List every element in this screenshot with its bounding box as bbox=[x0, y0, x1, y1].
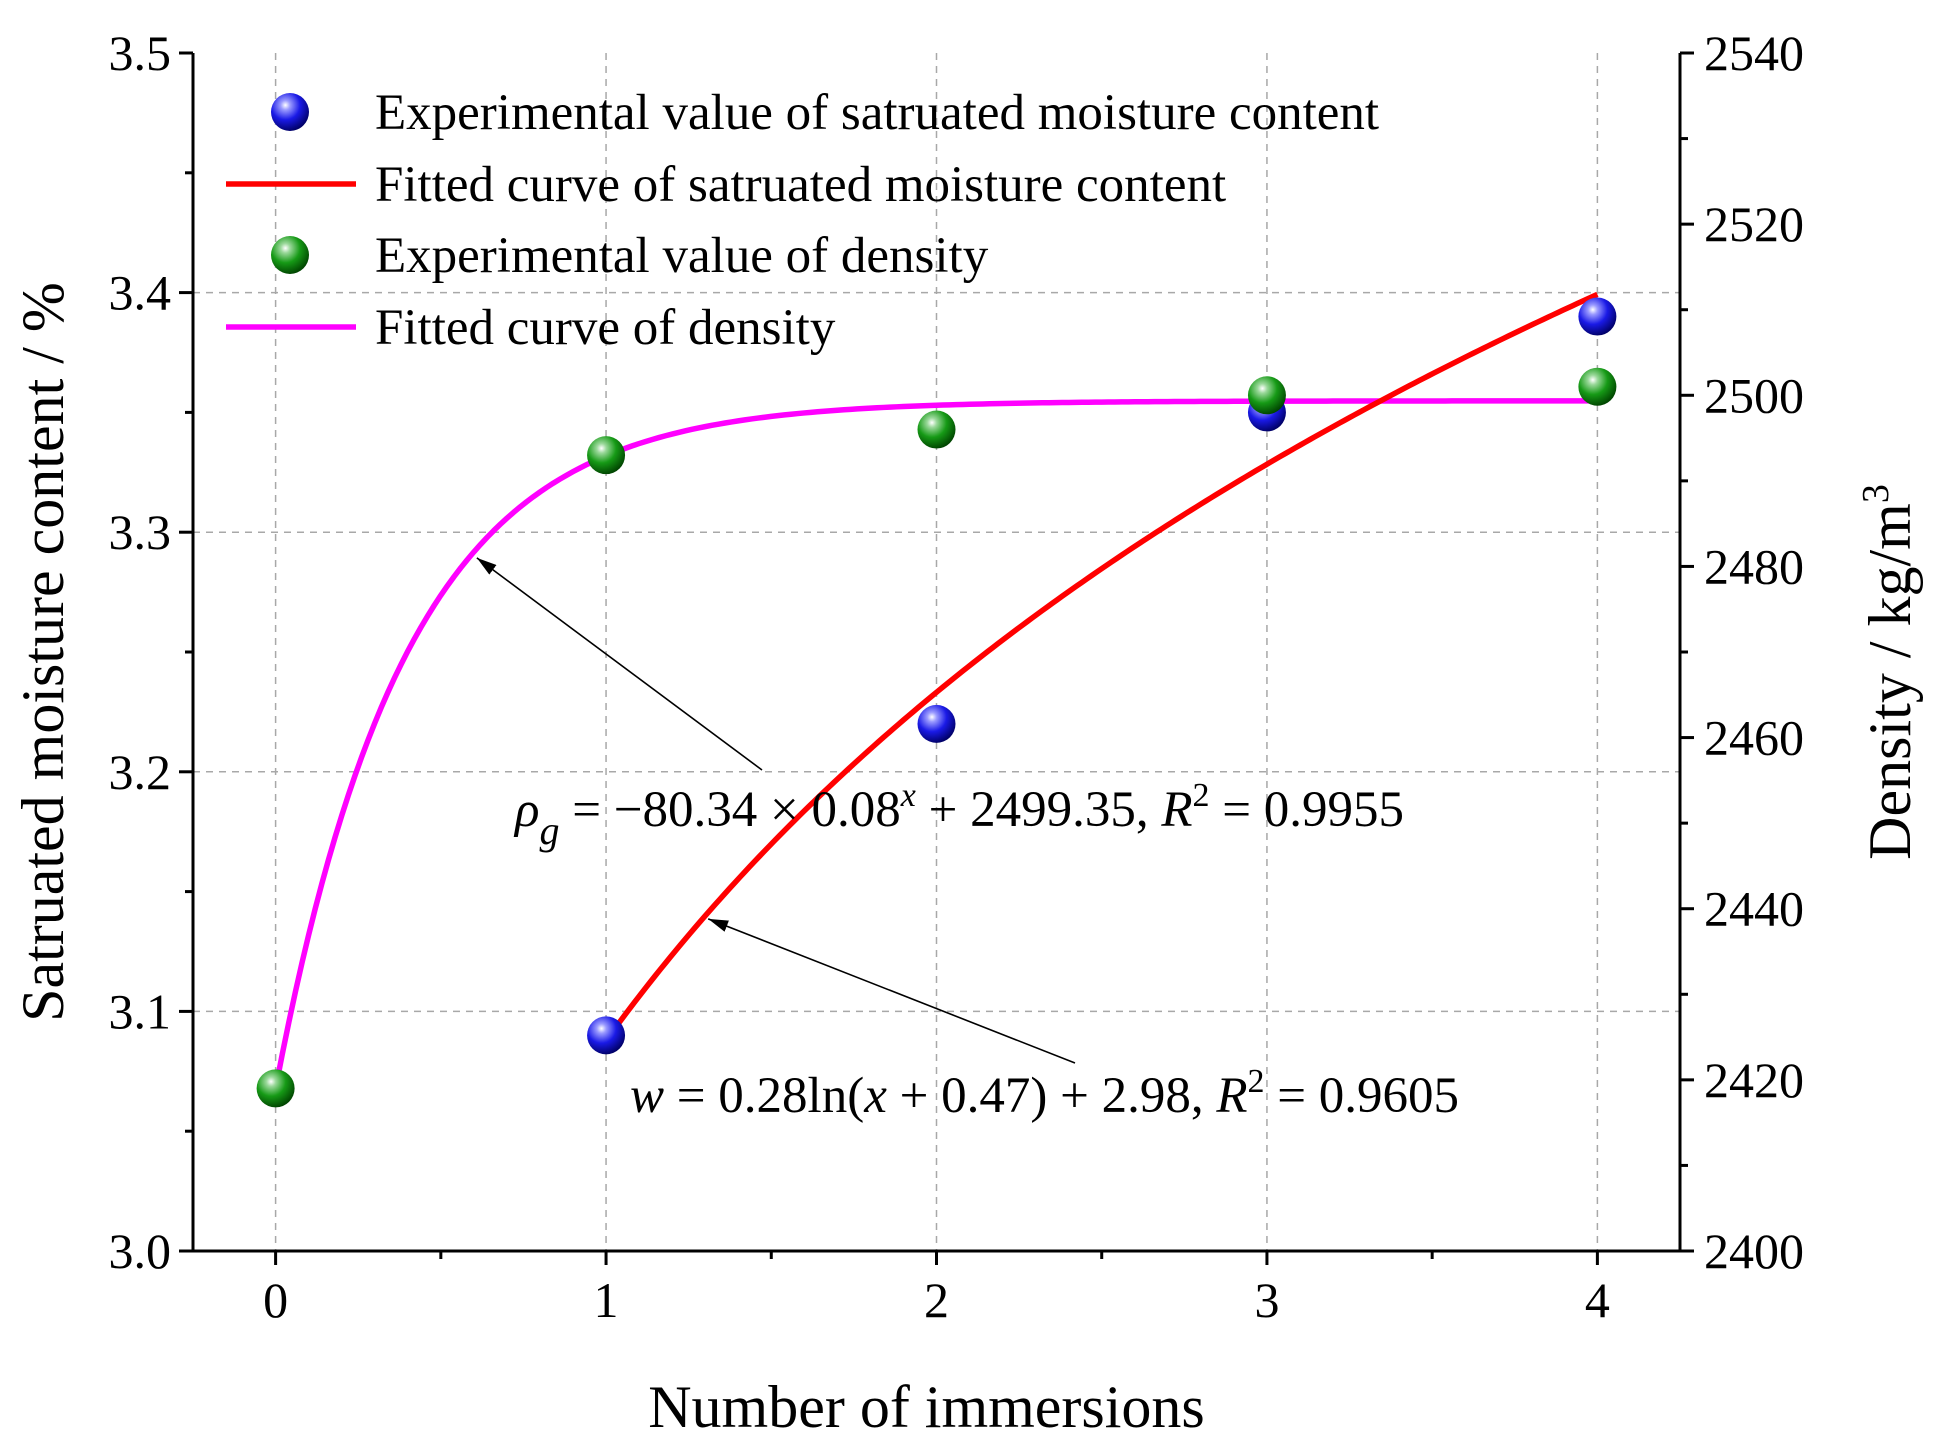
density-data-point bbox=[256, 1069, 295, 1108]
y-left-tick-label: 3.1 bbox=[109, 983, 172, 1039]
x-tick-label: 0 bbox=[263, 1272, 288, 1328]
eq-subscript: g bbox=[539, 808, 559, 853]
y-right-tick-label: 2480 bbox=[1704, 538, 1804, 594]
eq-symbol: R bbox=[1160, 782, 1192, 838]
density-equation-arrow bbox=[476, 557, 763, 771]
axes: 0 1 2 3 4 3.0 3.1 3.2 3.3 3.4 3.5 2400 2420 2440 2460 2… bbox=[10, 25, 1923, 1440]
moisture-equation: w = 0.28ln(x + 0.47) + 2.98, R2 = 0.9605 bbox=[630, 1063, 1459, 1124]
legend-entry-label: Experimental value of density bbox=[375, 228, 989, 284]
eq-symbol: ρ bbox=[513, 782, 539, 838]
eq-superscript: 2 bbox=[1193, 777, 1210, 814]
y-left-tick-label: 3.5 bbox=[109, 25, 172, 81]
legend: Experimental value of satruated moisture… bbox=[226, 85, 1379, 356]
eq-symbol: R bbox=[1215, 1068, 1247, 1124]
y-right-axis-title-main: Density / kg/m bbox=[1857, 503, 1923, 860]
y-right-tick-label: 2420 bbox=[1704, 1052, 1804, 1108]
eq-part: = 0.9955 bbox=[1210, 782, 1405, 838]
density-equation: ρg = −80.34 × 0.08x + 2499.35, R2 = 0.99… bbox=[513, 777, 1404, 853]
y-right-tick-label: 2520 bbox=[1704, 196, 1804, 252]
eq-part: + 2499.35, bbox=[916, 782, 1162, 838]
eq-part: = 0.9605 bbox=[1265, 1068, 1460, 1124]
moisture-data-point bbox=[1578, 297, 1617, 336]
y-right-axis-title: Density / kg/m3 bbox=[1855, 484, 1923, 860]
y-right-tick-label: 2440 bbox=[1704, 881, 1804, 937]
x-tick-label: 4 bbox=[1585, 1272, 1610, 1328]
legend-entry-label: Fitted curve of satruated moisture conte… bbox=[375, 157, 1226, 213]
plot-series bbox=[256, 291, 1617, 1108]
y-right-tick-label: 2540 bbox=[1704, 25, 1804, 81]
annotations: ρg = −80.34 × 0.08x + 2499.35, R2 = 0.99… bbox=[476, 557, 1459, 1124]
y-left-tick-label: 3.3 bbox=[109, 504, 172, 560]
x-tick-label: 2 bbox=[924, 1272, 949, 1328]
y-left-tick-label: 3.0 bbox=[109, 1223, 172, 1279]
eq-symbol: x bbox=[863, 1068, 887, 1124]
x-tick-label: 1 bbox=[594, 1272, 619, 1328]
eq-symbol: w bbox=[630, 1068, 664, 1124]
density-data-point bbox=[917, 410, 956, 449]
y-left-tick-label: 3.2 bbox=[109, 744, 172, 800]
eq-part: = −80.34 × 0.08 bbox=[559, 782, 900, 838]
y-left-tick-label: 3.4 bbox=[109, 265, 172, 321]
y-right-tick-label: 2460 bbox=[1704, 710, 1804, 766]
legend-marker bbox=[271, 93, 309, 131]
moisture-data-point bbox=[587, 1016, 626, 1055]
grid-lines bbox=[193, 53, 1680, 1251]
legend-entry-label: Experimental value of satruated moisture… bbox=[375, 85, 1379, 141]
density-data-point bbox=[1247, 376, 1286, 415]
y-left-axis-title: Satruated moisture content / % bbox=[10, 282, 76, 1022]
y-right-tick-label: 2400 bbox=[1704, 1223, 1804, 1279]
moisture-fitted-curve bbox=[603, 291, 1599, 1043]
density-data-point bbox=[587, 436, 626, 475]
eq-part: + 0.47) + 2.98, bbox=[887, 1068, 1217, 1124]
x-axis-title: Number of immersions bbox=[648, 1374, 1205, 1440]
x-tick-label: 3 bbox=[1254, 1272, 1279, 1328]
y-right-tick-label: 2500 bbox=[1704, 367, 1804, 423]
density-data-point bbox=[1578, 367, 1617, 406]
eq-superscript: 2 bbox=[1248, 1063, 1265, 1100]
y-right-axis-title-superscript: 3 bbox=[1855, 484, 1897, 503]
moisture-equation-arrow bbox=[707, 918, 1076, 1064]
moisture-data-point bbox=[917, 704, 956, 743]
eq-superscript: x bbox=[900, 777, 916, 814]
legend-marker bbox=[271, 236, 309, 274]
legend-entry-label: Fitted curve of density bbox=[375, 300, 836, 356]
eq-part: = 0.28ln( bbox=[664, 1068, 864, 1124]
